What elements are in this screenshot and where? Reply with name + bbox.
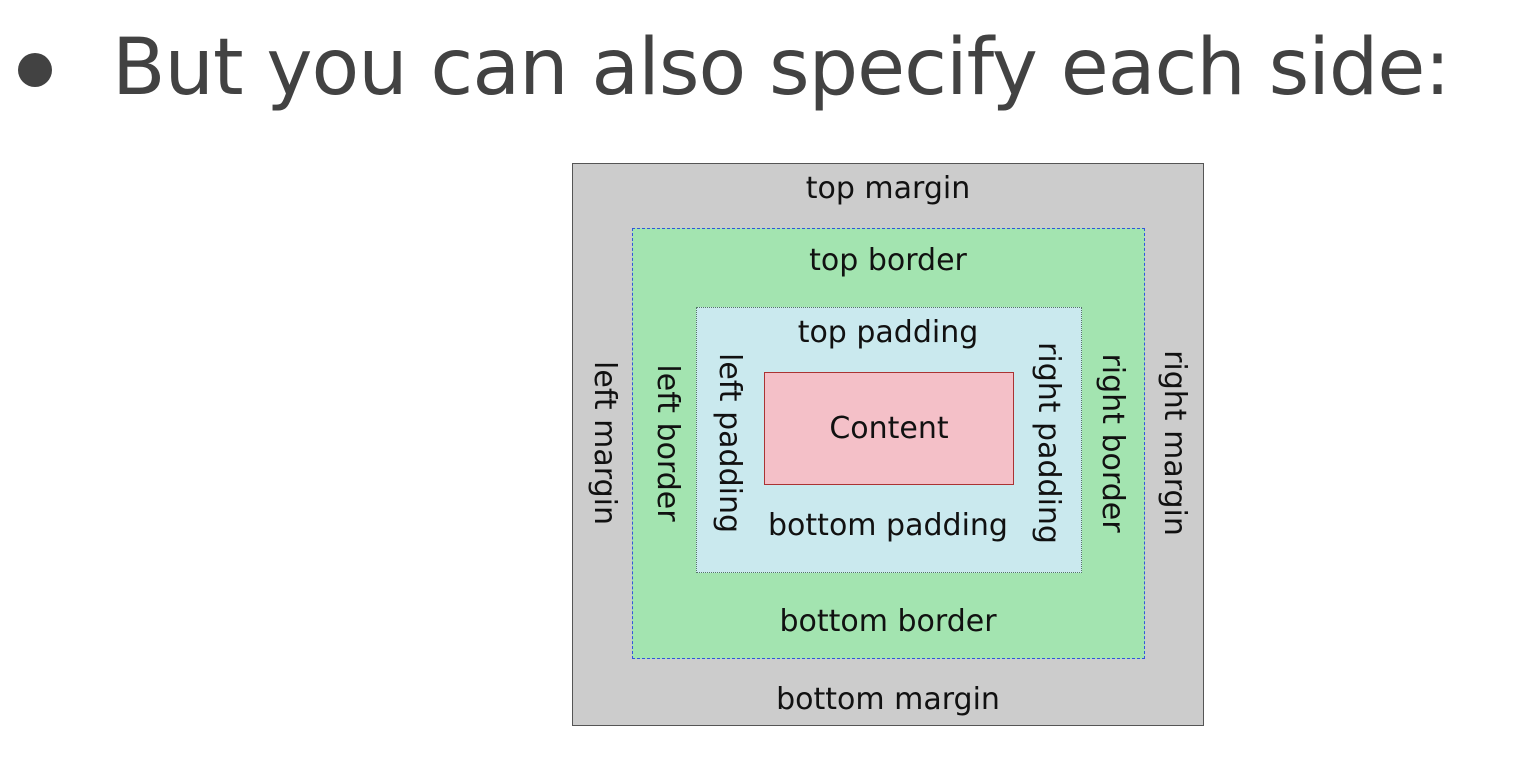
bottom-padding-label: bottom padding xyxy=(768,508,1008,543)
box-model-diagram: Content top margin top border top paddin… xyxy=(572,163,1204,726)
content-label: Content xyxy=(829,411,949,446)
bullet-item: But you can also specify each side: xyxy=(18,18,1451,118)
top-border-label: top border xyxy=(809,243,967,278)
left-border-label: left border xyxy=(650,364,685,522)
top-margin-label: top margin xyxy=(805,171,971,206)
left-margin-label: left margin xyxy=(587,361,622,525)
right-border-label: right border xyxy=(1095,353,1130,533)
left-padding-label: left padding xyxy=(712,352,747,534)
right-padding-label: right padding xyxy=(1031,342,1066,544)
top-padding-label: top padding xyxy=(797,315,979,350)
right-margin-label: right margin xyxy=(1157,350,1192,536)
bottom-border-label: bottom border xyxy=(779,604,997,639)
bottom-margin-label: bottom margin xyxy=(776,682,1000,717)
content-area: Content xyxy=(764,372,1014,485)
bullet-text: But you can also specify each side: xyxy=(112,23,1451,113)
bullet-dot-icon xyxy=(18,53,52,87)
